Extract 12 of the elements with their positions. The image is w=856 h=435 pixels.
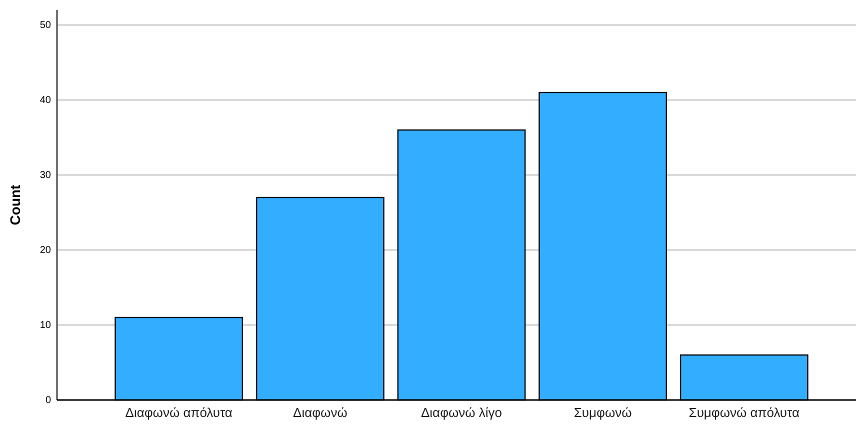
y-tick-label: 20	[40, 245, 52, 256]
y-tick-label: 10	[40, 320, 52, 332]
y-tick-label: 50	[40, 20, 52, 32]
y-tick-label: 0	[45, 395, 52, 406]
x-tick-label: Συμφωνώ απόλυτα	[688, 405, 800, 420]
y-tick-label: 30	[40, 170, 52, 182]
x-tick-label: Συμφωνώ	[574, 405, 632, 420]
y-axis-title: Count	[7, 184, 23, 226]
x-tick-label: Διαφωνώ απόλυτα	[125, 405, 233, 420]
x-tick-label: Διαφωνώ	[293, 405, 348, 420]
y-tick-label: 40	[40, 95, 52, 106]
x-tick-label: Διαφωνώ λίγο	[420, 405, 502, 420]
